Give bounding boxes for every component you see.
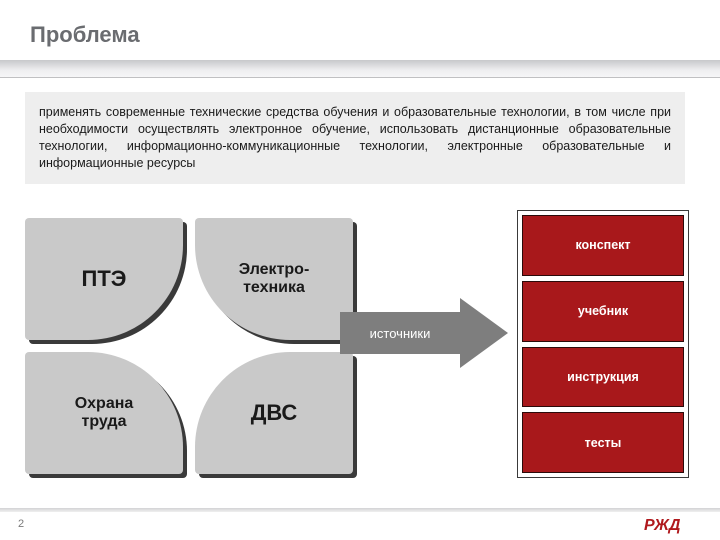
page-number: 2 xyxy=(18,518,24,530)
rzd-logo-icon: РЖД xyxy=(644,514,698,534)
topic-quad: ПТЭ Электро-техника Охранатруда ДВС xyxy=(25,218,355,478)
tile-wrap-safety: Охранатруда xyxy=(25,352,183,474)
tile-wrap-dvs: ДВС xyxy=(195,352,353,474)
source-item-testy: тесты xyxy=(522,412,684,473)
source-item-uchebnik: учебник xyxy=(522,281,684,342)
slide-title: Проблема xyxy=(30,22,140,48)
arrow-head-icon xyxy=(460,298,508,368)
paragraph-box: применять современные технические средст… xyxy=(25,92,685,184)
tile-electro: Электро-техника xyxy=(195,218,353,340)
tile-wrap-pte: ПТЭ xyxy=(25,218,183,340)
tile-dvs: ДВС xyxy=(195,352,353,474)
tile-safety: Охранатруда xyxy=(25,352,183,474)
tile-pte: ПТЭ xyxy=(25,218,183,340)
footer-bar xyxy=(0,508,720,512)
tile-wrap-electro: Электро-техника xyxy=(195,218,353,340)
arrow-label: источники xyxy=(340,312,460,354)
sources-list: конспект учебник инструкция тесты xyxy=(517,210,689,478)
sources-arrow: источники xyxy=(340,298,510,368)
svg-text:РЖД: РЖД xyxy=(644,517,681,534)
title-underline-bar xyxy=(0,60,720,78)
source-item-instruktsiya: инструкция xyxy=(522,347,684,408)
source-item-konspekt: конспект xyxy=(522,215,684,276)
